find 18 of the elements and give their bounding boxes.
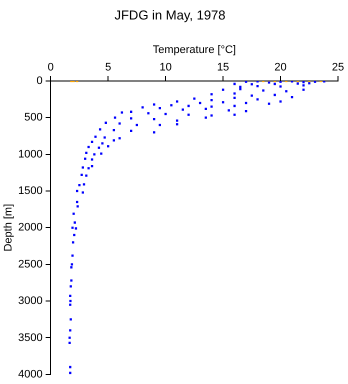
- y-tick-label: 2500: [18, 258, 43, 270]
- y-tick-label: 3000: [18, 295, 43, 308]
- y-axis-title: Depth [m]: [2, 204, 15, 252]
- x-axis-title: Temperature [°C]: [152, 44, 236, 56]
- y-tick-label: 0: [36, 75, 43, 88]
- y-tick-label: 4000: [18, 368, 43, 380]
- y-tick-label: 3500: [18, 332, 43, 344]
- x-tick-label: 0: [48, 61, 54, 74]
- y-tick-label: 500: [24, 112, 43, 124]
- x-tick-label: 10: [159, 61, 172, 74]
- x-tick-label: 25: [332, 61, 344, 74]
- y-tick-label: 1000: [18, 148, 43, 160]
- y-tick-label: 1500: [18, 185, 43, 198]
- x-tick-label: 15: [216, 61, 230, 74]
- chart-title: JFDG in May, 1978: [114, 7, 226, 22]
- y-tick-label: 2000: [18, 222, 43, 234]
- x-tick-label: 5: [105, 61, 112, 74]
- x-tick-label: 20: [274, 61, 287, 74]
